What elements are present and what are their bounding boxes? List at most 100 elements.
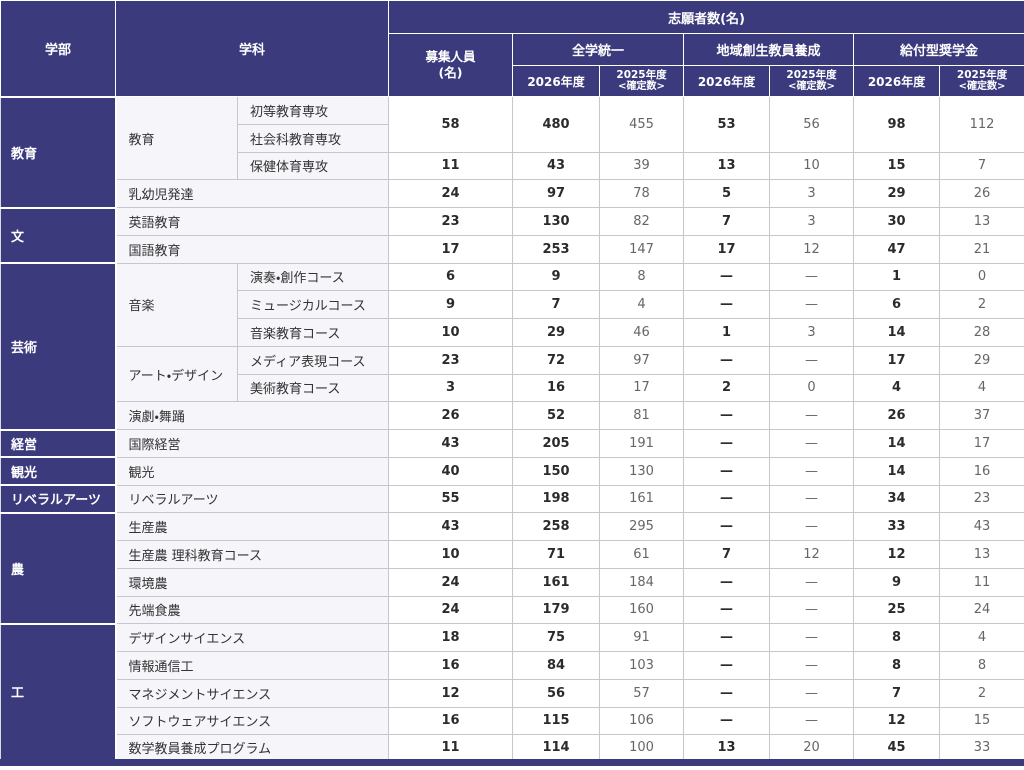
value-cell: 13: [683, 734, 771, 763]
value-cell: 39: [599, 151, 685, 181]
header-year-2025-line1: 2025年度: [616, 69, 667, 82]
table-row: 国語教育 17 253 147 17 12 47 21: [1, 234, 1024, 264]
table-row: 芸術 音楽 演奏・創作コース 6 9 8— —1 0: [0, 262, 1024, 431]
course-cell: 演奏・創作コース: [236, 262, 390, 292]
value-cell: 161: [512, 567, 601, 597]
department-cell: 環境農: [114, 567, 390, 597]
department-cell: 英語教育: [114, 207, 390, 236]
value-cell: 10: [388, 540, 514, 569]
value-cell: —: [769, 456, 855, 486]
value-cell: 13: [683, 151, 771, 181]
value-cell: 56: [512, 678, 601, 708]
value-cell: 29: [853, 179, 941, 208]
value-cell: 12: [769, 540, 855, 569]
value-cell: 455: [599, 96, 685, 153]
department-cell: ソフトウェアサイエンス: [114, 706, 390, 736]
value-cell: 103: [599, 651, 685, 680]
header-group-zengaku-toitsu: 全学統一: [512, 33, 685, 66]
department-cell: マネジメントサイエンス: [114, 678, 390, 708]
value-cell: —: [683, 678, 771, 708]
value-cell: 12: [853, 706, 941, 736]
value-cell: 179: [512, 595, 601, 625]
department-cell: 国際経営: [114, 429, 390, 458]
value-cell: —: [683, 512, 771, 541]
value-cell: 26: [939, 179, 1024, 208]
value-cell: 45: [853, 734, 941, 763]
value-cell: 9: [388, 290, 514, 319]
value-cell: 253: [512, 234, 601, 264]
department-cell: アート・デザイン: [115, 345, 238, 403]
department-cell: 数学教員養成プログラム: [114, 734, 390, 763]
value-cell: 205: [512, 429, 601, 458]
header-faculty: 学部: [0, 0, 116, 97]
value-cell: 16: [388, 706, 514, 736]
value-cell: 43: [388, 429, 514, 458]
value-cell: 16: [512, 373, 601, 403]
value-cell: 17: [599, 373, 685, 403]
value-cell: —: [769, 512, 855, 541]
header-group-chiiki-sosei: 地域創生教員養成: [683, 33, 855, 66]
value-cell: 3: [769, 179, 855, 208]
value-cell: 29: [939, 345, 1024, 375]
value-cell: 26: [853, 401, 941, 430]
table-row: 農生産農 43 258 295— —33 43: [0, 511, 1024, 625]
header-capacity-line1: 募集人員: [425, 48, 476, 64]
value-cell: 11: [388, 734, 514, 763]
value-cell: 58: [388, 96, 514, 153]
value-cell: 98: [853, 96, 941, 153]
value-cell: 150: [512, 456, 601, 486]
value-cell: 23: [388, 345, 514, 375]
value-cell: 57: [599, 678, 685, 708]
value-cell: 24: [939, 595, 1024, 625]
value-cell: 53: [683, 96, 771, 153]
header-year-2025: 2025年度 <確定数>: [769, 65, 855, 97]
table-row: 環境農 24 161 184— —9 11: [1, 567, 1024, 597]
value-cell: 8: [853, 651, 941, 680]
value-cell: 112: [939, 96, 1024, 153]
faculty-cell: 観光: [0, 456, 117, 486]
value-cell: —: [683, 345, 771, 375]
value-cell: 25: [853, 595, 941, 625]
header-row-groups: 募集人員 (名) 全学統一 地域創生教員養成 給付型奨学金: [1, 33, 1024, 97]
header-department: 学科: [114, 0, 390, 97]
value-cell: 82: [599, 207, 685, 236]
header-row-years: 2026年度 2025年度 <確定数> 2026年度 2025年度 <確定数> …: [1, 65, 1024, 97]
department-cell: 教育: [115, 95, 238, 181]
course-cell: メディア表現コース: [236, 345, 390, 375]
value-cell: 4: [939, 373, 1024, 403]
value-cell: —: [683, 429, 771, 458]
value-cell: 11: [939, 567, 1024, 597]
value-cell: 37: [939, 401, 1024, 430]
value-cell: 84: [512, 651, 601, 680]
table-row: 先端食農 24 179 160— —25 24: [1, 595, 1024, 625]
table-row: 観光 観光 40 150 130— —14 16: [0, 456, 1024, 486]
value-cell: 0: [769, 373, 855, 403]
value-cell: 15: [853, 151, 941, 181]
table-row: 音楽教育コース 10 29 46 1 3 14 28: [1, 318, 1024, 347]
department-cell: デザインサイエンス: [114, 623, 390, 652]
value-cell: —: [769, 345, 855, 375]
value-cell: 40: [388, 456, 514, 486]
value-cell: 10: [769, 151, 855, 181]
value-cell: —: [683, 401, 771, 430]
value-cell: —: [769, 706, 855, 736]
value-cell: —: [769, 595, 855, 625]
value-cell: 480: [512, 96, 601, 153]
value-cell: 100: [599, 734, 685, 763]
value-cell: 21: [939, 234, 1024, 264]
header-year-2025-line2: <確定数>: [618, 81, 665, 93]
course-cell: 初等教育専攻: [236, 96, 390, 125]
value-cell: 258: [512, 512, 601, 541]
value-cell: 33: [853, 512, 941, 541]
faculty-cell: 文: [0, 206, 117, 264]
value-cell: —: [683, 290, 771, 319]
value-cell: —: [769, 623, 855, 652]
value-cell: 161: [599, 484, 685, 514]
value-cell: 130: [512, 207, 601, 236]
value-cell: 7: [683, 207, 771, 236]
value-cell: —: [683, 456, 771, 486]
header-capacity-line2: (名): [438, 65, 463, 80]
header-year-2026: 2026年度: [853, 65, 941, 97]
